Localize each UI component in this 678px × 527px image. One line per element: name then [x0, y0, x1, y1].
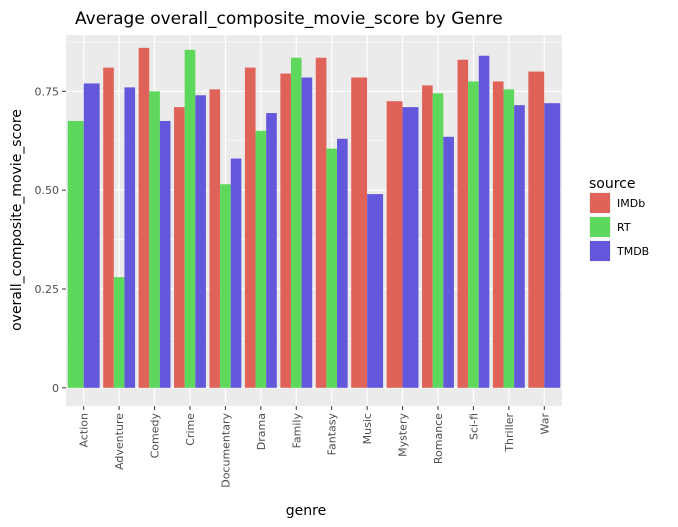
- y-tick-label: 0.50: [35, 184, 60, 197]
- bar-tmdb-drama: [266, 113, 277, 388]
- bar-tmdb-family: [301, 77, 313, 388]
- bar-imdb-family: [280, 73, 291, 388]
- bar-tmdb-sci-fi: [478, 55, 490, 388]
- bar-tmdb-comedy: [159, 120, 171, 388]
- x-tick-label: Music: [361, 413, 374, 444]
- bar-imdb-sci-fi: [457, 59, 469, 388]
- bar-tmdb-documentary: [230, 158, 242, 388]
- x-tick-label: Sci-fi: [467, 413, 480, 440]
- bar-tmdb-adventure: [124, 87, 136, 388]
- bar-tmdb-music: [367, 194, 384, 388]
- x-tick-label: Comedy: [149, 413, 162, 459]
- bar-rt-adventure: [113, 277, 125, 388]
- bar-rt-documentary: [220, 184, 231, 388]
- bar-tmdb-romance: [443, 136, 454, 388]
- x-tick-label: Adventure: [113, 413, 126, 470]
- bar-imdb-romance: [422, 85, 433, 388]
- bar-tmdb-crime: [195, 95, 206, 388]
- legend-label-tmdb: TMDB: [616, 245, 649, 258]
- bar-rt-comedy: [149, 91, 160, 388]
- bar-rt-crime: [184, 49, 196, 388]
- x-axis-title: genre: [286, 503, 326, 519]
- legend-swatch-imdb: [590, 193, 610, 213]
- bar-imdb-crime: [174, 107, 185, 388]
- bar-imdb-mystery: [386, 101, 403, 388]
- bar-tmdb-mystery: [402, 107, 419, 388]
- bar-imdb-drama: [244, 67, 256, 388]
- bar-imdb-fantasy: [315, 57, 327, 388]
- bar-imdb-war: [528, 71, 545, 388]
- legend-swatch-tmdb: [590, 241, 610, 261]
- legend-swatch-rt: [590, 217, 610, 237]
- x-axis: Action Adventure Comedy Crime Documentary Dra…: [78, 406, 551, 488]
- bar-tmdb-war: [544, 103, 561, 388]
- bar-rt-thriller: [503, 89, 515, 388]
- bar-tmdb-thriller: [514, 105, 525, 388]
- y-tick-label: 0.75: [35, 85, 60, 98]
- bars: [67, 47, 561, 388]
- x-tick-label: Fantasy: [326, 413, 339, 456]
- bar-imdb-music: [351, 77, 368, 388]
- x-tick-label: Documentary: [219, 413, 232, 488]
- bar-rt-action: [67, 120, 84, 388]
- bar-imdb-thriller: [492, 81, 504, 388]
- x-tick-label: Thriller: [503, 413, 516, 453]
- bar-rt-fantasy: [326, 148, 338, 388]
- y-tick-label: 0: [52, 382, 59, 395]
- x-tick-label: Family: [290, 413, 303, 449]
- bar-rt-drama: [255, 130, 267, 388]
- y-tick-label: 0.25: [35, 283, 60, 296]
- legend-title: source: [589, 176, 636, 192]
- legend-label-imdb: IMDb: [617, 197, 645, 210]
- bar-rt-family: [290, 57, 302, 388]
- bar-rt-romance: [432, 93, 444, 388]
- bar-rt-sci-fi: [468, 81, 479, 388]
- x-tick-label: War: [538, 413, 551, 435]
- x-tick-label: Romance: [432, 413, 445, 464]
- x-tick-label: Drama: [255, 413, 268, 450]
- bar-tmdb-fantasy: [337, 138, 348, 388]
- legend: source IMDb RT TMDB: [589, 176, 649, 262]
- y-axis-title: overall_composite_movie_score: [9, 109, 25, 331]
- bar-imdb-documentary: [209, 89, 221, 388]
- y-axis: 0 0.25 0.50 0.75: [35, 85, 66, 395]
- chart-title: Average overall_composite_movie_score by…: [75, 9, 503, 29]
- legend-label-rt: RT: [617, 221, 631, 234]
- x-tick-label: Crime: [184, 413, 197, 446]
- bar-imdb-comedy: [138, 47, 150, 388]
- x-tick-label: Action: [78, 413, 91, 447]
- bar-tmdb-action: [83, 83, 100, 388]
- x-tick-label: Mystery: [397, 413, 410, 457]
- bar-imdb-adventure: [103, 67, 114, 388]
